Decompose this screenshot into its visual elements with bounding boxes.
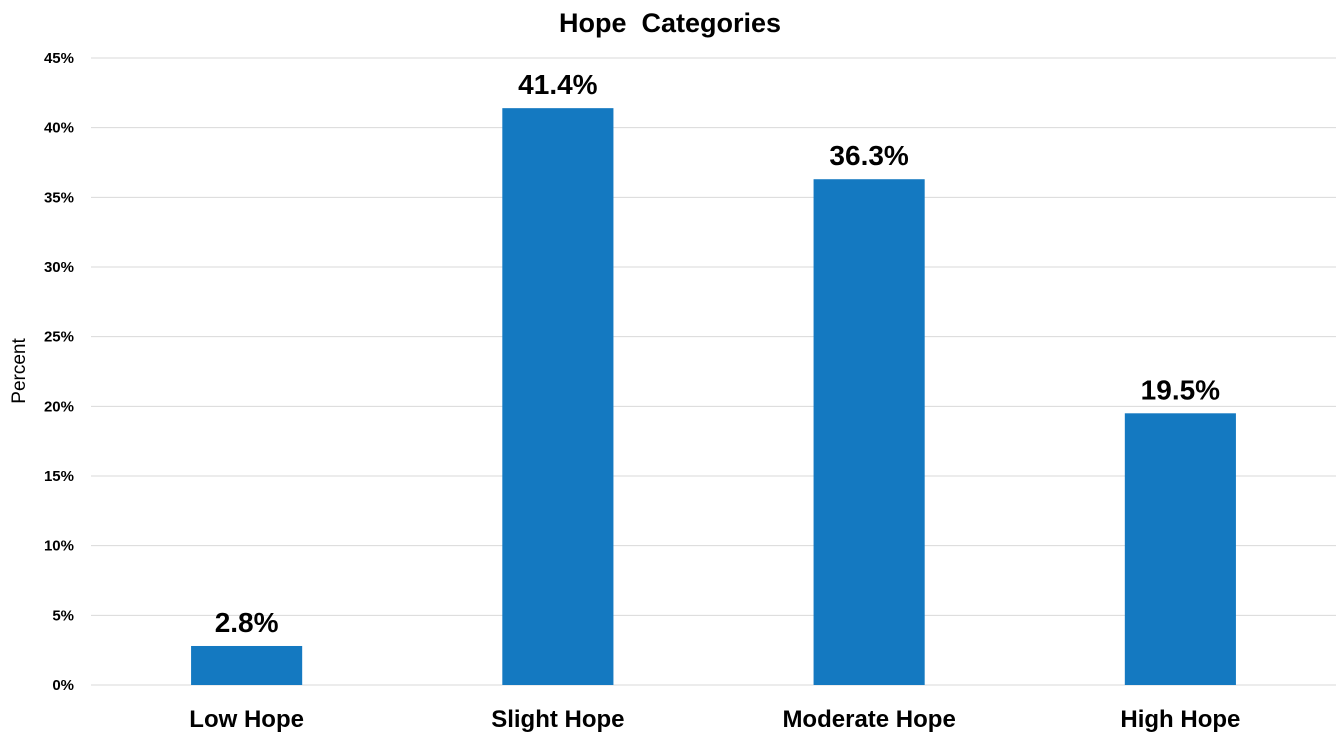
bars — [191, 108, 1236, 685]
y-tick-label: 45% — [44, 50, 74, 67]
data-label: 2.8% — [215, 607, 279, 638]
y-tick-label: 0% — [52, 677, 74, 694]
y-axis-ticks: 0% 5% 10% 15% 20% 25% 30% 35% 40% 45% — [44, 50, 74, 694]
y-tick-label: 20% — [44, 398, 74, 415]
chart-title: Hope Categories — [559, 8, 781, 38]
y-tick-label: 15% — [44, 468, 74, 485]
y-tick-label: 5% — [52, 607, 74, 624]
x-axis-ticks: Low Hope Slight Hope Moderate Hope High Hop… — [189, 706, 1240, 733]
y-tick-label: 10% — [44, 538, 74, 555]
data-labels: 2.8% 41.4% 36.3% 19.5% — [215, 69, 1220, 638]
bar-moderate-hope — [813, 179, 925, 685]
gridlines — [91, 57, 1336, 686]
data-label: 41.4% — [518, 69, 597, 100]
x-tick-label: Moderate Hope — [782, 706, 955, 733]
data-label: 19.5% — [1141, 374, 1220, 405]
x-tick-label: Low Hope — [189, 706, 304, 733]
y-tick-label: 30% — [44, 259, 74, 276]
data-label: 36.3% — [829, 140, 908, 171]
bar-slight-hope — [502, 108, 614, 685]
x-tick-label: High Hope — [1120, 706, 1240, 733]
y-axis-label: Percent — [9, 338, 30, 404]
bar-high-hope — [1124, 413, 1236, 685]
y-tick-label: 25% — [44, 329, 74, 346]
x-tick-label: Slight Hope — [491, 706, 624, 733]
y-tick-label: 35% — [44, 189, 74, 206]
y-tick-label: 40% — [44, 120, 74, 137]
bar-low-hope — [191, 645, 303, 685]
